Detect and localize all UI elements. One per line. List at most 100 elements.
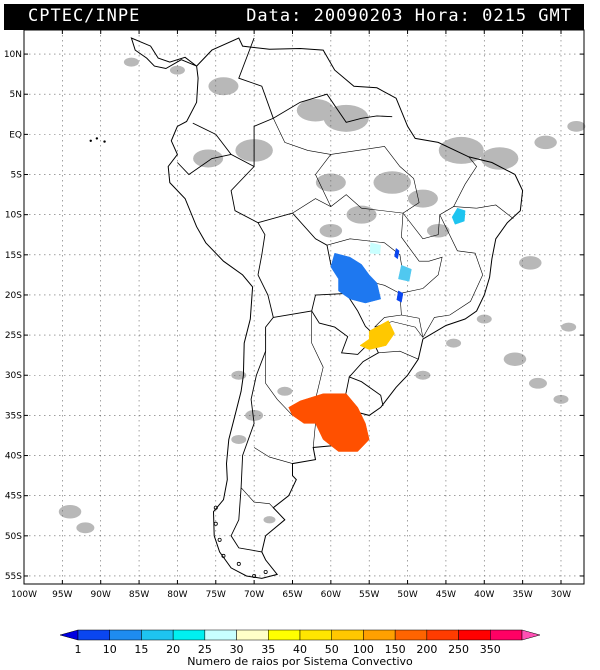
lon-label: 65W [282, 590, 302, 600]
lat-label: 50S [5, 532, 22, 542]
legend-label: 40 [293, 643, 307, 656]
legend-swatch [490, 629, 523, 641]
cloud-patch [407, 189, 438, 208]
south-america-coast [167, 37, 524, 579]
cloud-cover-layer [58, 57, 586, 534]
lon-label: 45W [436, 590, 456, 600]
legend-swatch [172, 629, 206, 641]
legend-label: 15 [134, 643, 148, 656]
island-outline [213, 505, 218, 510]
galapagos-island [95, 137, 99, 140]
lon-label: 85W [129, 590, 149, 600]
country-border [230, 274, 274, 553]
legend-label: 10 [103, 643, 117, 656]
island-outline [213, 521, 218, 526]
legend-swatch [141, 629, 174, 641]
cloud-patch [438, 136, 484, 164]
lon-label: 70W [244, 590, 264, 600]
legend-swatch [109, 629, 142, 641]
country-border [177, 153, 232, 176]
cloud-patch [561, 322, 577, 332]
lat-label: 40S [5, 452, 22, 462]
island-outline [221, 553, 226, 558]
cloud-patch [208, 77, 239, 96]
convective-system [369, 242, 381, 255]
legend-label: 150 [385, 643, 406, 656]
map-header: CPTEC/INPE Data: 20090203 Hora: 0215 GMT [4, 4, 584, 30]
cloud-patch [323, 104, 369, 132]
legend-label: 250 [448, 643, 469, 656]
lat-label: 10S [5, 211, 22, 221]
legend-label: 50 [325, 643, 339, 656]
lon-label: 30W [551, 590, 571, 600]
legend-label: 30 [230, 643, 244, 656]
legend-swatch [299, 629, 332, 641]
cloud-patch [373, 171, 411, 194]
convective-system [359, 320, 395, 350]
lat-label: 5N [10, 90, 22, 100]
state-border [265, 351, 293, 416]
lon-label: 95W [52, 590, 72, 600]
color-legend: 1 10 15 20 25 30 35 40 50 100 150 200 250 350 [59, 629, 541, 656]
country-border [215, 37, 274, 168]
state-border [439, 214, 483, 275]
country-border [273, 93, 393, 123]
convective-system [398, 264, 412, 282]
state-border [476, 204, 514, 219]
state-border [311, 311, 324, 448]
state-border [240, 487, 286, 521]
cloud-patch [263, 516, 276, 524]
continent-outline [89, 37, 524, 579]
legend-swatch [331, 629, 364, 641]
lat-label: 55S [5, 572, 22, 582]
convective-systems-layer [288, 207, 466, 452]
cloud-patch [315, 173, 346, 192]
legend-caption: Numero de raios por Sistema Convectivo [187, 655, 413, 668]
axis-ticks: 10N 5N EQ 5S 10S 15S 20S 25S 30S 35S 40S 45S 50S 55S 1… [4, 30, 584, 600]
island-outline [263, 569, 268, 574]
lon-label: 55W [359, 590, 379, 600]
lat-label: 15S [5, 251, 22, 261]
cloud-patch [76, 522, 95, 534]
convective-system [396, 290, 404, 303]
cloud-patch [480, 147, 519, 170]
source-label: CPTEC/INPE [28, 6, 141, 26]
convective-system [394, 247, 400, 260]
convective-system [451, 207, 466, 225]
cloud-patch [296, 99, 335, 122]
cloud-patch [534, 135, 557, 150]
cloud-patch [277, 386, 293, 396]
legend-label: 25 [198, 643, 212, 656]
country-border [230, 166, 266, 275]
island-outline [236, 561, 241, 566]
cloud-patch [193, 149, 224, 168]
state-border [401, 314, 424, 338]
legend-label: 35 [261, 643, 275, 656]
cloud-patch [231, 370, 247, 380]
cloud-patch [58, 504, 82, 519]
legend-swatch [204, 629, 237, 641]
cloud-patch [476, 314, 492, 324]
lon-label: 40W [474, 590, 494, 600]
country-border [311, 293, 374, 355]
lat-label: EQ [9, 130, 22, 140]
lat-label: 10N [4, 50, 22, 60]
state-border [453, 156, 477, 207]
cloud-patch [123, 57, 139, 67]
lat-label: 20S [5, 291, 22, 301]
legend-arrow-right [521, 629, 541, 641]
legend-swatch [268, 629, 301, 641]
lat-label: 45S [5, 492, 22, 502]
legend-label: 100 [353, 643, 374, 656]
legend-swatch [77, 629, 110, 641]
state-border [315, 146, 420, 214]
state-border [399, 213, 443, 294]
country-border [192, 122, 216, 135]
state-border [422, 274, 483, 338]
lon-label: 90W [91, 590, 111, 600]
lat-label: 25S [5, 331, 22, 341]
country-border [348, 339, 384, 406]
cloud-patch [528, 377, 547, 389]
state-border [378, 350, 419, 360]
